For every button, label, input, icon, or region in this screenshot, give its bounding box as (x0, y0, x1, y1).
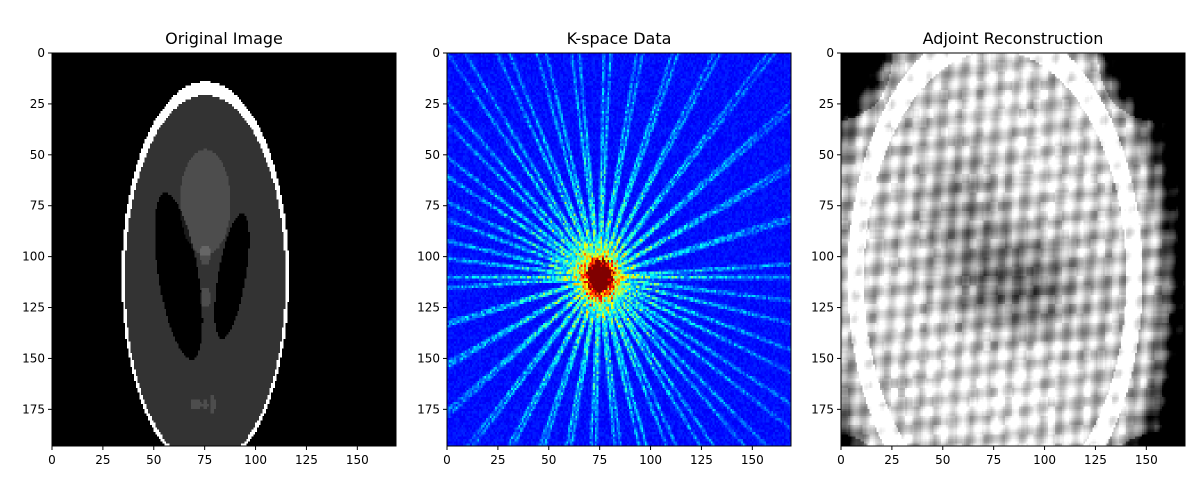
panel-2: K-space Data 0 25 50 75 100 125 150 0 25 50 75 100 12… (417, 29, 792, 467)
y-tick-label: 150 (811, 351, 834, 365)
y-tick-label: 25 (425, 97, 440, 111)
x-tick-label: 150 (1135, 453, 1158, 467)
x-tick-label: 100 (244, 453, 267, 467)
y-tick-label: 175 (417, 402, 440, 416)
x-tick-label: 25 (490, 453, 505, 467)
x-tick-label: 125 (295, 453, 318, 467)
x-tick-label: 0 (837, 453, 845, 467)
axes-frame (446, 52, 792, 447)
x-tick-label: 100 (639, 453, 662, 467)
y-tick-label: 25 (30, 97, 45, 111)
axes-frame (51, 52, 397, 447)
heatmap-image-2 (447, 53, 791, 446)
x-tick-label: 50 (541, 453, 556, 467)
axes-frame (840, 52, 1186, 447)
y-tick-label: 0 (826, 46, 834, 60)
chart-title: K-space Data (567, 29, 672, 48)
y-tick-label: 175 (22, 402, 45, 416)
y-tick-label: 175 (811, 402, 834, 416)
y-tick-label: 0 (37, 46, 45, 60)
x-tick-label: 125 (690, 453, 713, 467)
x-tick-label: 25 (884, 453, 899, 467)
x-tick-label: 50 (935, 453, 950, 467)
y-tick-label: 125 (811, 301, 834, 315)
x-tick-label: 75 (986, 453, 1001, 467)
panel-3: Adjoint Reconstruction 0 25 50 75 100 125 150 0 2… (811, 29, 1186, 467)
x-tick-label: 50 (146, 453, 161, 467)
x-tick-label: 150 (346, 453, 369, 467)
y-tick-label: 50 (425, 148, 440, 162)
y-tick-label: 0 (432, 46, 440, 60)
y-tick-label: 100 (22, 250, 45, 264)
chart-title: Adjoint Reconstruction (923, 29, 1104, 48)
y-tick-label: 75 (30, 199, 45, 213)
y-tick-label: 100 (811, 250, 834, 264)
x-tick-label: 100 (1033, 453, 1056, 467)
x-tick-label: 125 (1084, 453, 1107, 467)
y-tick-label: 75 (819, 199, 834, 213)
y-tick-label: 150 (417, 351, 440, 365)
y-tick-label: 50 (819, 148, 834, 162)
x-tick-label: 150 (741, 453, 764, 467)
chart-title: Original Image (165, 29, 283, 48)
y-tick-label: 100 (417, 250, 440, 264)
x-tick-label: 0 (443, 453, 451, 467)
y-tick-label: 125 (417, 301, 440, 315)
x-tick-label: 25 (95, 453, 110, 467)
heatmap-image-1 (52, 53, 396, 446)
panel-1: Original Image 0 25 50 75 100 125 150 0 25 50 75 100… (22, 29, 397, 467)
x-tick-label: 0 (48, 453, 56, 467)
y-tick-label: 25 (819, 97, 834, 111)
y-tick-label: 50 (30, 148, 45, 162)
x-tick-label: 75 (197, 453, 212, 467)
y-tick-label: 75 (425, 199, 440, 213)
heatmap-image-3 (841, 53, 1185, 446)
x-tick-label: 75 (592, 453, 607, 467)
y-tick-label: 150 (22, 351, 45, 365)
y-tick-label: 125 (22, 301, 45, 315)
